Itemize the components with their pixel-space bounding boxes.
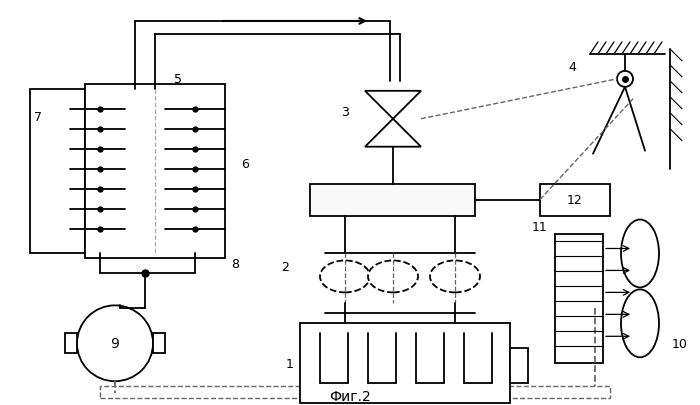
Circle shape (617, 72, 633, 87)
Text: 7: 7 (34, 111, 42, 124)
Bar (65, 333, 77, 354)
Text: 3: 3 (341, 106, 349, 119)
Ellipse shape (430, 261, 480, 293)
Text: 10: 10 (672, 337, 688, 350)
Text: 2: 2 (281, 260, 289, 273)
Bar (30, 90, 85, 254)
Ellipse shape (320, 261, 370, 293)
Text: 11: 11 (532, 220, 548, 233)
Bar (510, 348, 528, 383)
Polygon shape (365, 92, 421, 119)
Ellipse shape (368, 261, 418, 293)
Polygon shape (365, 119, 421, 147)
Text: 8: 8 (231, 257, 239, 270)
Bar (153, 333, 165, 354)
Bar (540, 184, 610, 216)
Bar (100, 386, 610, 398)
Bar (300, 324, 510, 403)
Text: 1: 1 (286, 357, 294, 370)
Ellipse shape (621, 220, 659, 288)
Ellipse shape (621, 290, 659, 357)
Text: 9: 9 (111, 337, 120, 350)
Text: Фиг.2: Фиг.2 (329, 389, 371, 403)
Text: 6: 6 (241, 158, 249, 171)
Circle shape (77, 306, 153, 381)
Text: 4: 4 (568, 61, 576, 74)
Text: 12: 12 (567, 194, 583, 207)
Bar (555, 234, 603, 363)
Bar (310, 184, 475, 216)
Text: 5: 5 (174, 73, 182, 86)
Bar (85, 85, 225, 259)
